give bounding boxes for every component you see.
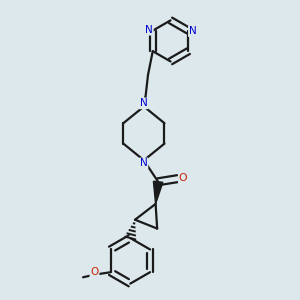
Text: O: O — [179, 173, 188, 183]
Text: N: N — [140, 98, 148, 108]
Text: O: O — [90, 267, 99, 277]
Text: N: N — [189, 26, 197, 36]
Text: N: N — [145, 25, 153, 35]
Polygon shape — [153, 181, 163, 204]
Text: N: N — [140, 158, 148, 168]
